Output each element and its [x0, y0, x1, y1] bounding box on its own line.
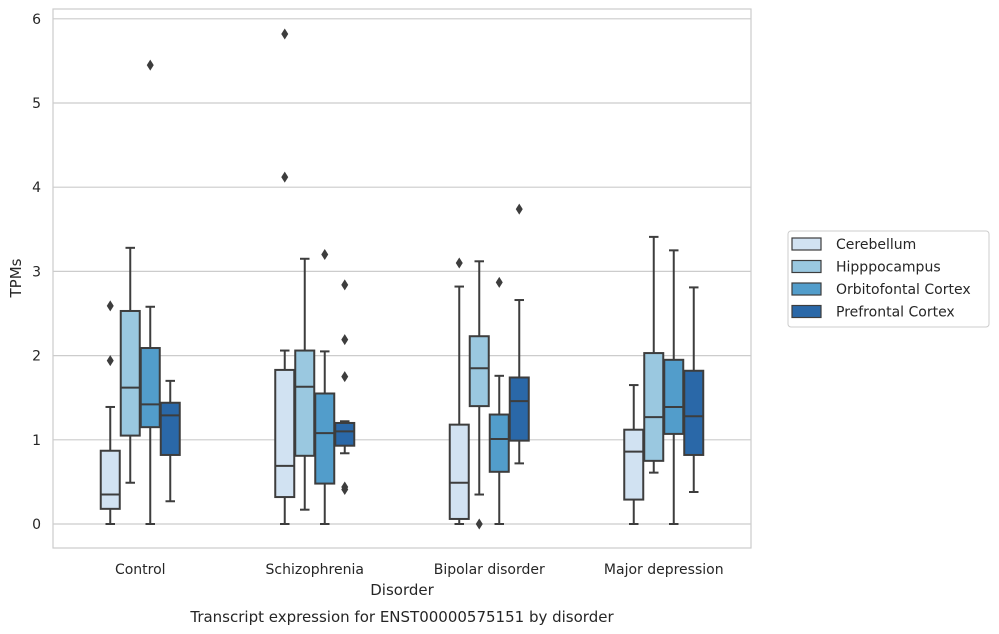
- legend-frame: [787, 230, 990, 328]
- iqr-box: [159, 401, 181, 456]
- box-orbitofontal-cortex-2: [488, 276, 510, 525]
- outlier-marker: [341, 334, 349, 346]
- legend-swatch: [791, 304, 822, 319]
- iqr-box: [623, 428, 645, 501]
- x-tick-label: Schizophrenia: [266, 562, 364, 578]
- iqr-box: [314, 392, 336, 485]
- y-tick-label: 3: [32, 264, 41, 280]
- iqr-box: [508, 376, 530, 442]
- x-tick-label: Control: [115, 562, 166, 578]
- outlier-marker: [106, 300, 114, 312]
- outlier-marker: [146, 59, 154, 71]
- iqr-box: [99, 449, 121, 510]
- outlier-marker: [321, 249, 329, 261]
- box-prefrontal-cortex-0: [159, 379, 181, 503]
- y-tick-label: 1: [32, 433, 41, 449]
- iqr-box: [663, 358, 685, 435]
- boxes: [99, 28, 705, 530]
- outlier-marker: [341, 279, 349, 291]
- outlier-marker: [455, 257, 463, 269]
- box-orbitofontal-cortex-3: [663, 249, 685, 525]
- x-tick-label: Major depression: [604, 562, 724, 578]
- outlier-marker: [281, 171, 289, 183]
- iqr-box: [448, 423, 470, 520]
- y-axis-label: TPMs: [7, 258, 25, 298]
- box-cerebellum-3: [623, 384, 645, 525]
- box-cerebellum-0: [99, 300, 121, 525]
- plot-frame: [52, 8, 752, 549]
- outlier-marker: [475, 518, 483, 530]
- y-tick-label: 4: [32, 180, 41, 196]
- y-tick-label: 6: [32, 12, 41, 28]
- outlier-marker: [495, 276, 503, 288]
- legend: Cerebellum Hipppocampus Orbitofontal Corte…: [787, 230, 990, 328]
- legend-label: Hipppocampus: [836, 260, 941, 276]
- x-axis-ticks: Control Schizophrenia Bipolar disorder Majo…: [115, 562, 724, 578]
- legend-label: Prefrontal Cortex: [836, 305, 955, 321]
- y-axis-ticks: 0 1 2 3 4 5 6: [32, 12, 41, 533]
- x-axis-label: Disorder: [370, 581, 434, 599]
- legend-swatch: [791, 259, 822, 274]
- iqr-box: [683, 369, 705, 456]
- y-tick-label: 2: [32, 349, 41, 365]
- box-cerebellum-1: [274, 28, 296, 525]
- box-hipppocampus-1: [294, 257, 316, 511]
- iqr-box: [119, 309, 141, 437]
- legend-label: Orbitofontal Cortex: [836, 282, 971, 298]
- outlier-marker: [341, 481, 349, 493]
- iqr-box: [274, 368, 296, 499]
- outlier-marker: [515, 203, 523, 215]
- box-orbitofontal-cortex-1: [314, 249, 336, 525]
- plot-background: [53, 9, 751, 548]
- legend-label: Cerebellum: [836, 237, 916, 253]
- outlier-marker: [281, 28, 289, 40]
- box-orbitofontal-cortex-0: [139, 59, 161, 525]
- iqr-box: [334, 421, 356, 447]
- box-prefrontal-cortex-3: [683, 286, 705, 494]
- iqr-box: [294, 349, 316, 457]
- iqr-box: [139, 347, 161, 429]
- chart-caption: Transcript expression for ENST0000057515…: [189, 608, 614, 626]
- iqr-box: [468, 335, 490, 408]
- iqr-box: [643, 352, 665, 462]
- box-hipppocampus-2: [468, 260, 490, 530]
- legend-swatch: [791, 237, 822, 251]
- y-tick-label: 0: [32, 517, 41, 533]
- box-cerebellum-2: [448, 257, 470, 525]
- iqr-box: [488, 413, 510, 473]
- y-tick-label: 5: [32, 96, 41, 112]
- legend-swatch: [791, 282, 822, 296]
- outlier-marker: [341, 371, 349, 383]
- outlier-marker: [106, 355, 114, 367]
- box-prefrontal-cortex-2: [508, 203, 530, 465]
- box-prefrontal-cortex-1: [334, 279, 356, 495]
- x-tick-label: Bipolar disorder: [434, 562, 545, 578]
